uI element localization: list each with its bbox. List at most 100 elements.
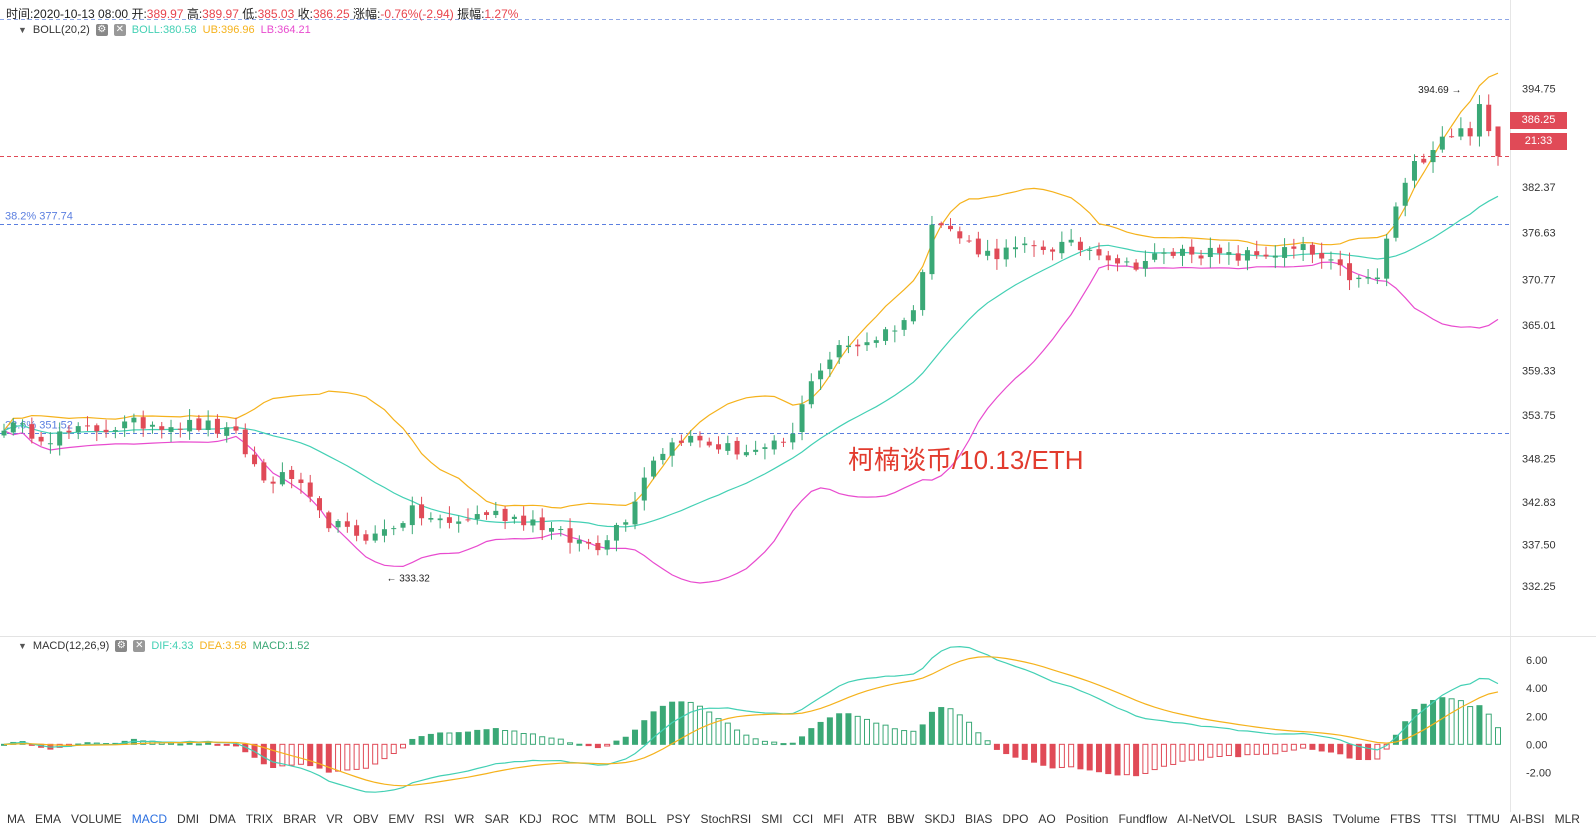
candle [1291, 238, 1297, 259]
candle-body [1207, 247, 1213, 258]
tab-stochrsi[interactable]: StochRSI [700, 812, 752, 826]
candle [818, 363, 824, 391]
tab-lsur[interactable]: LSUR [1245, 812, 1278, 826]
candle-body [1077, 241, 1083, 251]
macd-histogram-bar [492, 728, 499, 745]
tab-mtm[interactable]: MTM [588, 812, 616, 826]
tab-dmi[interactable]: DMI [177, 812, 200, 826]
macd-histogram-bar [1105, 743, 1112, 775]
tab-fundflow[interactable]: Fundflow [1118, 812, 1168, 826]
tab-vr[interactable]: VR [326, 812, 344, 826]
tab-trix[interactable]: TRIX [245, 812, 274, 826]
candle-body [539, 517, 545, 531]
tab-ai-netvol[interactable]: AI-NetVOL [1177, 812, 1236, 826]
candle-body [511, 516, 517, 519]
candle-body [586, 542, 592, 544]
macd-histogram-bar [529, 733, 536, 745]
candle-body [177, 428, 183, 430]
candle [437, 514, 443, 529]
candle-body [1105, 255, 1111, 261]
candle-body [1003, 247, 1009, 260]
tab-tvolume[interactable]: TVolume [1332, 812, 1380, 826]
tab-psy[interactable]: PSY [666, 812, 691, 826]
tab-bbw[interactable]: BBW [887, 812, 915, 826]
tab-ttsi[interactable]: TTSI [1430, 812, 1457, 826]
candle-body [901, 320, 907, 330]
candle-body [1402, 182, 1408, 206]
macd-histogram-bar [1235, 743, 1242, 758]
boll-mid-value: BOLL:380.58 [131, 24, 197, 36]
tab-boll[interactable]: BOLL [625, 812, 657, 826]
tab-cci[interactable]: CCI [792, 812, 814, 826]
collapse-caret-icon[interactable]: ▼ [18, 641, 27, 651]
macd-tick-label: -2.00 [1526, 767, 1551, 779]
macd-histogram-bar [1346, 743, 1353, 759]
settings-gear-icon[interactable]: ⚙ [95, 24, 108, 36]
amplitude-label: 振幅: [457, 7, 485, 21]
countdown-tag: 21:33 [1510, 133, 1567, 150]
candle-body [85, 425, 91, 427]
candle [1170, 248, 1176, 259]
tab-atr[interactable]: ATR [853, 812, 878, 826]
tab-dma[interactable]: DMA [209, 812, 236, 826]
macd-histogram-bar [641, 720, 648, 745]
candle [892, 325, 898, 343]
candle-body [753, 449, 759, 452]
candle [10, 418, 16, 436]
tab-ttmu[interactable]: TTMU [1466, 812, 1500, 826]
candle-body [706, 441, 712, 446]
candle-body [873, 340, 879, 343]
collapse-caret-icon[interactable]: ▼ [18, 25, 27, 35]
candle-body [632, 501, 638, 525]
macd-histogram-bar [1290, 743, 1297, 751]
tab-wr[interactable]: WR [454, 812, 475, 826]
close-icon[interactable]: ✕ [113, 24, 126, 36]
macd-histogram-bar [975, 732, 982, 745]
candle-body [604, 540, 610, 550]
tab-dpo[interactable]: DPO [1002, 812, 1029, 826]
tab-ema[interactable]: EMA [35, 812, 62, 826]
tab-roc[interactable]: ROC [551, 812, 579, 826]
macd-histogram-bar [548, 737, 555, 745]
macd-histogram-bar [205, 742, 212, 745]
tab-ao[interactable]: AO [1038, 812, 1056, 826]
tab-obv[interactable]: OBV [353, 812, 379, 826]
candle-body [131, 417, 137, 423]
settings-gear-icon[interactable]: ⚙ [115, 640, 128, 652]
macd-histogram-bar [409, 738, 416, 745]
candle-body [688, 435, 694, 443]
tab-mfi[interactable]: MFI [823, 812, 844, 826]
tab-emv[interactable]: EMV [388, 812, 415, 826]
candle [1356, 275, 1362, 288]
macd-histogram-bar [585, 743, 592, 747]
tab-kdj[interactable]: KDJ [519, 812, 542, 826]
tab-mlr[interactable]: MLR [1554, 812, 1580, 826]
candle [586, 538, 592, 550]
macd-histogram-bar [307, 743, 314, 767]
tab-ma[interactable]: MA [7, 812, 25, 826]
tab-bias[interactable]: BIAS [965, 812, 993, 826]
candle [465, 508, 471, 523]
tab-ai-bsi[interactable]: AI-BSI [1509, 812, 1545, 826]
candle [873, 336, 879, 348]
candle-body [883, 329, 889, 341]
candle-body [1476, 104, 1482, 137]
candle [1077, 237, 1083, 256]
tab-brar[interactable]: BRAR [283, 812, 317, 826]
tab-sar[interactable]: SAR [484, 812, 510, 826]
candle [808, 373, 814, 409]
tab-rsi[interactable]: RSI [424, 812, 445, 826]
macd-histogram-bar [938, 707, 945, 745]
tab-skdj[interactable]: SKDJ [924, 812, 956, 826]
tab-basis[interactable]: BASIS [1287, 812, 1323, 826]
tab-macd[interactable]: MACD [131, 812, 168, 826]
tab-volume[interactable]: VOLUME [71, 812, 122, 826]
candle [38, 432, 44, 446]
tab-position[interactable]: Position [1065, 812, 1109, 826]
tab-smi[interactable]: SMI [761, 812, 783, 826]
macd-dif-line [3, 645, 1499, 793]
candle-body [214, 418, 220, 434]
tab-ftbs[interactable]: FTBS [1389, 812, 1421, 826]
close-icon[interactable]: ✕ [133, 640, 146, 652]
